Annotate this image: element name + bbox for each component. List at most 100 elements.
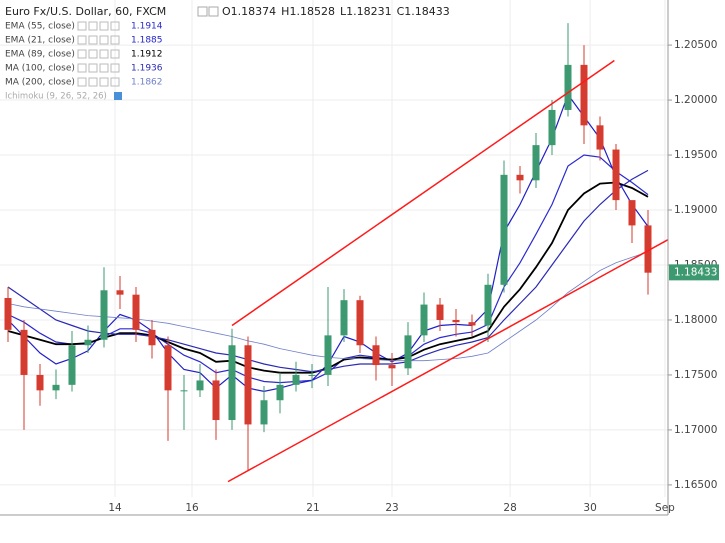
icon [88, 49, 98, 59]
icon [99, 35, 109, 45]
legend-name: EMA (89, close) [5, 50, 75, 60]
candle-body [276, 384, 284, 401]
chart-title: Euro Fx/U.S. Dollar, 60, FXCM [5, 5, 166, 18]
candle-body [100, 290, 108, 340]
x-tick-label: Sep [655, 502, 675, 514]
candle-body [452, 319, 460, 323]
candle-body [84, 339, 92, 346]
legend-name: MA (200, close) [5, 78, 75, 88]
x-tick-label: 23 [385, 502, 398, 514]
candle-body [516, 174, 524, 181]
ohlc-value: 1.18528 [289, 5, 335, 18]
candle-body [628, 200, 636, 226]
candle-body [116, 290, 124, 295]
ohlc-value: 1.18231 [346, 5, 392, 18]
icon [77, 35, 87, 45]
x-tick-label: 16 [185, 502, 199, 514]
y-tick-label: 1.19000 [674, 204, 717, 216]
candle-body [340, 300, 348, 336]
candle-body [68, 345, 76, 385]
candle-body [548, 109, 556, 146]
icon [110, 35, 120, 45]
y-tick-label: 1.20000 [674, 94, 717, 106]
legend-value: 1.1885 [131, 36, 163, 46]
icon [77, 49, 87, 59]
icon [197, 6, 208, 17]
ohlc-key: H [281, 5, 289, 18]
candle-body [260, 400, 268, 425]
candle-body [356, 300, 364, 346]
icon [99, 21, 109, 31]
candle-body [324, 335, 332, 375]
last-price-label: 1.18433 [674, 266, 717, 278]
candle-body [388, 365, 396, 369]
candle-body [500, 174, 508, 285]
candle-body [436, 304, 444, 320]
plot-area [4, 23, 669, 483]
grid [0, 0, 672, 497]
candle-body [4, 297, 12, 330]
ohlc-key: C [397, 5, 405, 18]
last-price-badge [669, 264, 719, 281]
candle-body [372, 345, 380, 366]
icon [208, 6, 219, 17]
legend-value: 1.1936 [131, 64, 163, 74]
x-tick-label: 28 [503, 502, 516, 514]
icon [99, 49, 109, 59]
icon [99, 77, 109, 87]
icon [110, 63, 120, 73]
legend-name: Ichimoku (9, 26, 52, 26) [5, 92, 107, 102]
candle-body [164, 345, 172, 391]
candle-body [468, 322, 476, 326]
icon [88, 77, 98, 87]
candle-body [148, 329, 156, 346]
candle-body [36, 374, 44, 391]
y-tick-label: 1.18000 [674, 314, 717, 326]
candle-body [596, 125, 604, 150]
icon [77, 77, 87, 87]
icon [88, 21, 98, 31]
icon [88, 63, 98, 73]
legend-value: 1.1914 [131, 22, 163, 32]
candle-body [612, 149, 620, 201]
legend-name: EMA (21, close) [5, 36, 75, 46]
y-tick-label: 1.17000 [674, 424, 717, 436]
icon [88, 35, 98, 45]
legend-value: 1.1912 [131, 50, 163, 60]
icon [110, 77, 120, 87]
candle-body [52, 384, 60, 391]
x-tick-label: 21 [306, 502, 319, 514]
ohlc-key: O [222, 5, 231, 18]
y-tick-label: 1.17500 [674, 369, 717, 381]
candle-body [228, 345, 236, 421]
candle-body [20, 329, 28, 375]
candle-body [564, 64, 572, 110]
y-tick-label: 1.20500 [674, 39, 717, 51]
trendline [227, 239, 669, 483]
candle-body [404, 335, 412, 369]
candle-body [420, 304, 428, 336]
icon [114, 92, 122, 100]
icon [77, 21, 87, 31]
y-tick-label: 1.19500 [674, 149, 717, 161]
icon [99, 63, 109, 73]
trendline [231, 59, 615, 327]
ohlc-key: L [340, 5, 347, 18]
ohlc-value: 1.18374 [231, 5, 277, 18]
ohlc-value: 1.18433 [404, 5, 450, 18]
legend-name: EMA (55, close) [5, 22, 75, 32]
candle-body [484, 284, 492, 326]
candle-body [532, 145, 540, 181]
candle-body [292, 374, 300, 385]
icon [110, 21, 120, 31]
candle-body [580, 64, 588, 126]
legend: Euro Fx/U.S. Dollar, 60, FXCM O 1.18374 H 1… [5, 5, 450, 102]
candle-body [244, 345, 252, 425]
icon [77, 63, 87, 73]
x-tick-label: 14 [108, 502, 122, 514]
legend-name: MA (100, close) [5, 64, 75, 74]
candle-body [180, 390, 188, 392]
candle-body [196, 380, 204, 391]
